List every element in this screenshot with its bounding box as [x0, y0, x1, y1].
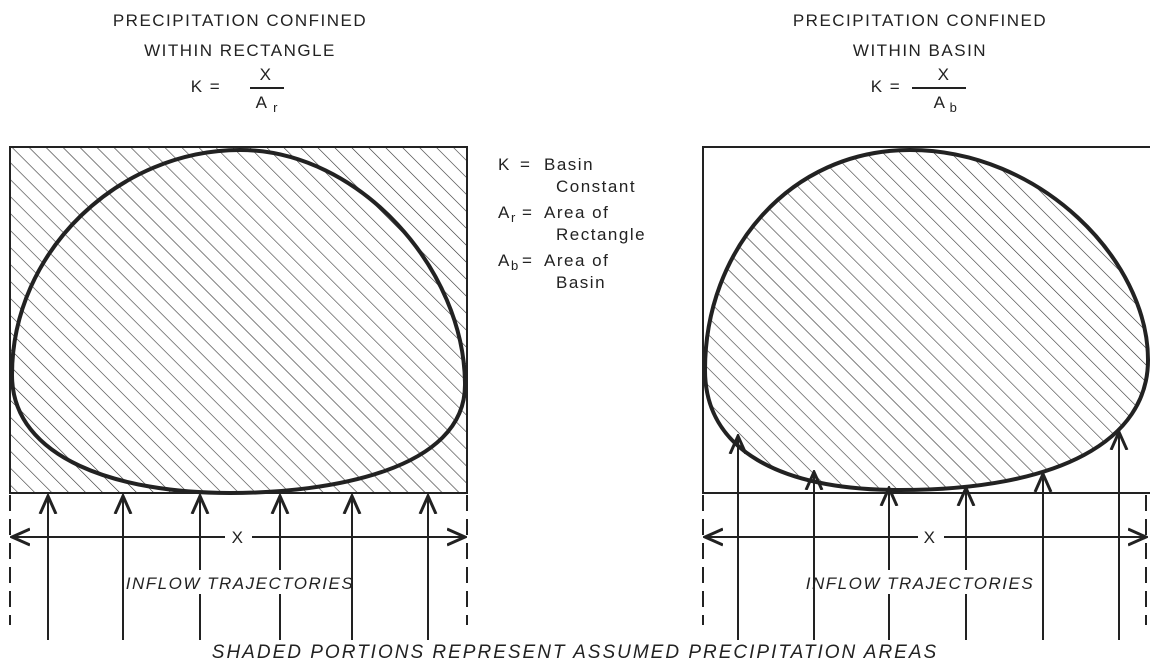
legend-definition: Rectangle — [556, 225, 646, 244]
legend-equals: = — [520, 155, 531, 174]
title: WITHIN BASIN — [853, 41, 987, 60]
legend-definition: Area of — [544, 203, 609, 222]
legend-definition: Basin — [556, 273, 606, 292]
legend-equals: = — [522, 203, 533, 222]
title: PRECIPITATION CONFINED — [113, 11, 367, 30]
label-bg — [140, 570, 340, 594]
formula-lhs: K = — [191, 77, 222, 96]
formula-numerator: X — [938, 65, 951, 84]
width-label: X — [232, 528, 245, 547]
legend: K = Basin Constant A r = Area of Rectang… — [498, 155, 646, 292]
formula-denominator: A — [934, 93, 947, 112]
legend-subscript: b — [511, 258, 520, 273]
formula-denominator: A — [256, 93, 269, 112]
formula-subscript: r — [273, 100, 279, 115]
formula-subscript: b — [950, 100, 959, 115]
legend-symbol: A — [498, 251, 511, 270]
title: PRECIPITATION CONFINED — [793, 11, 1047, 30]
inflow-arrows — [702, 432, 1146, 640]
caption: SHADED PORTIONS REPRESENT ASSUMED PRECIP… — [212, 642, 938, 663]
legend-definition: Constant — [556, 177, 636, 196]
formula-numerator: X — [260, 65, 273, 84]
label-bg — [820, 570, 1020, 594]
legend-symbol: K — [498, 155, 511, 174]
trajectories-label: INFLOW TRAJECTORIES — [126, 574, 354, 593]
basin — [702, 147, 1150, 493]
formula-lhs: K = — [871, 77, 902, 96]
inflow-arrows — [9, 495, 468, 640]
width-label: X — [924, 528, 937, 547]
basin — [9, 147, 468, 496]
legend-subscript: r — [511, 210, 517, 225]
rectangle — [9, 146, 468, 494]
rectangle — [702, 146, 1150, 494]
legend-definition: Basin — [544, 155, 594, 174]
title: WITHIN RECTANGLE — [144, 41, 336, 60]
legend-equals: = — [522, 251, 533, 270]
legend-symbol: A — [498, 203, 511, 222]
basin-shading — [705, 150, 1148, 490]
trajectories-label: INFLOW TRAJECTORIES — [806, 574, 1034, 593]
legend-definition: Area of — [544, 251, 609, 270]
